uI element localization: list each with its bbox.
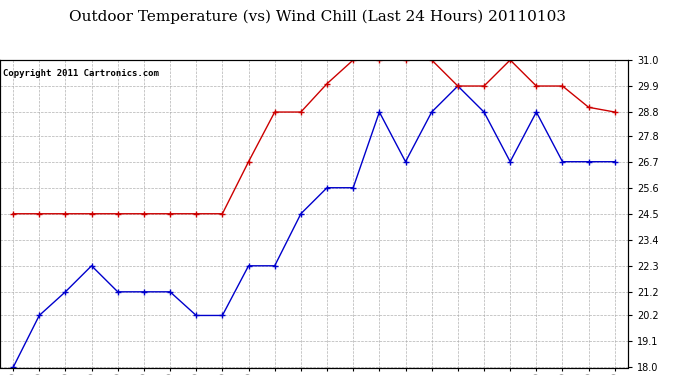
Text: Outdoor Temperature (vs) Wind Chill (Last 24 Hours) 20110103: Outdoor Temperature (vs) Wind Chill (Las… xyxy=(69,9,566,24)
Text: Copyright 2011 Cartronics.com: Copyright 2011 Cartronics.com xyxy=(3,69,159,78)
